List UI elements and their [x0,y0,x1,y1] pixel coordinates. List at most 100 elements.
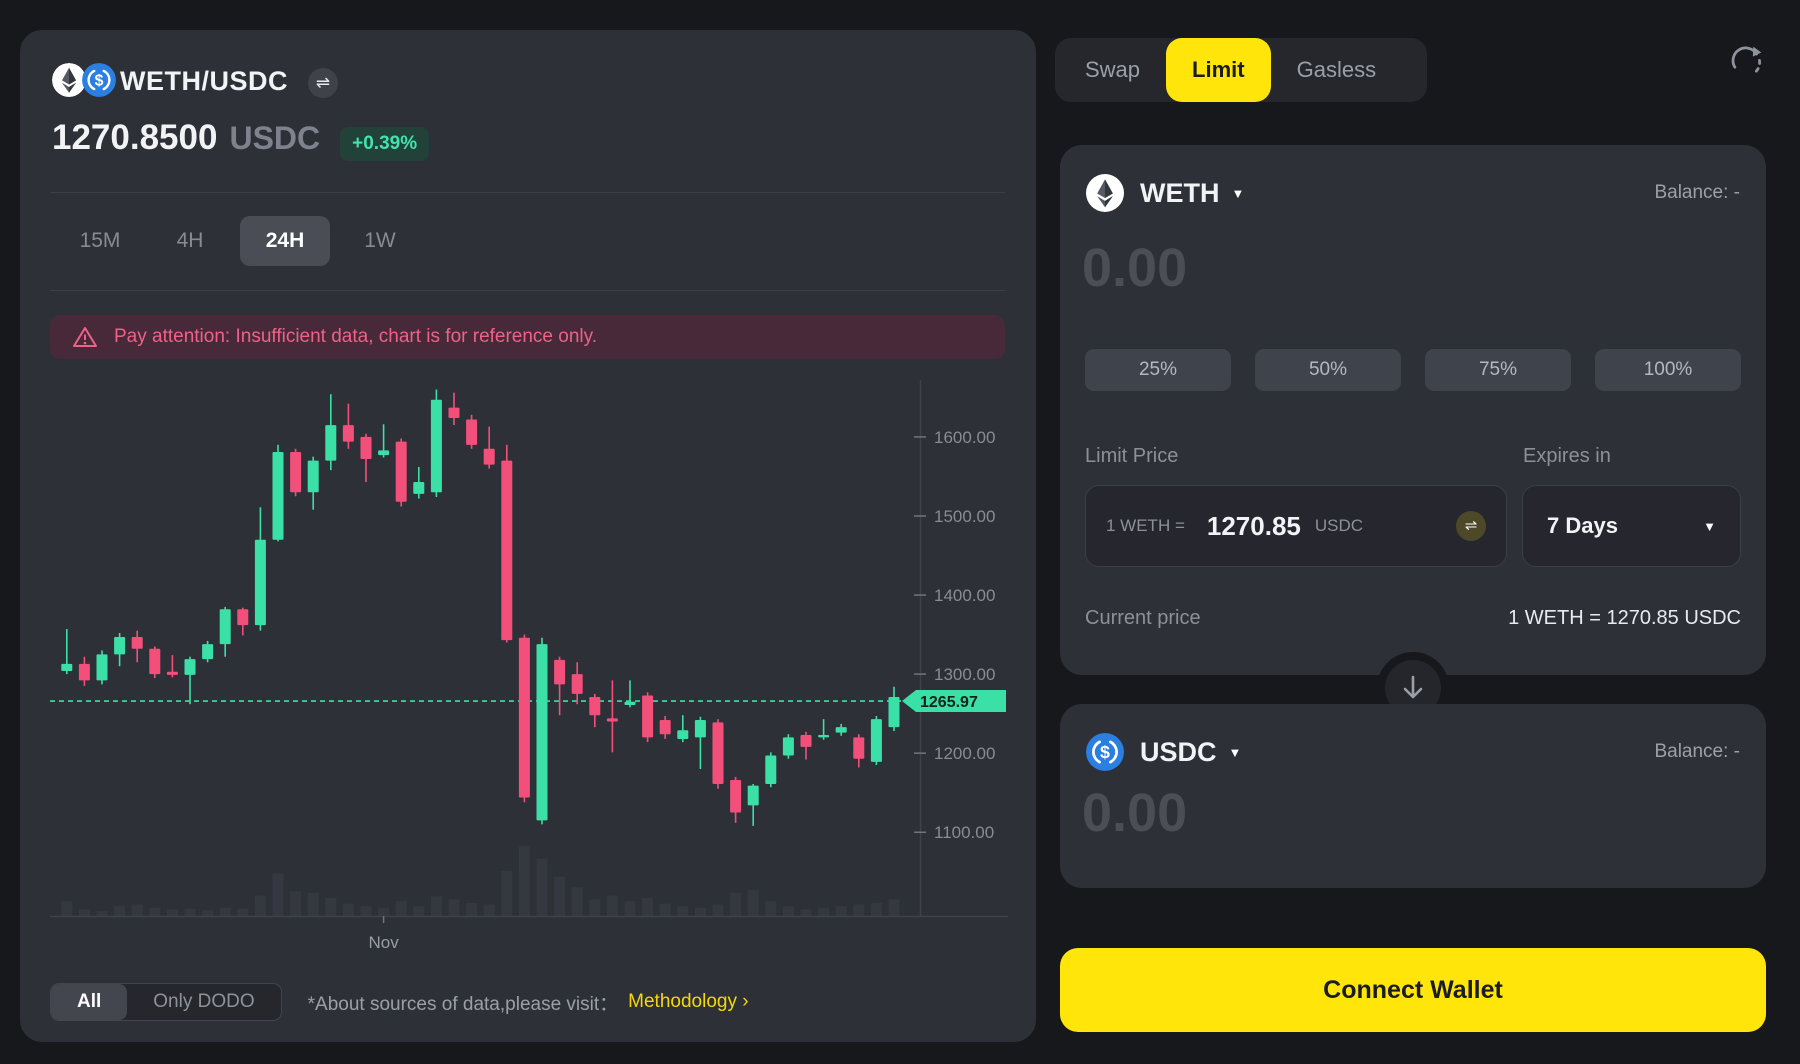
timeframe-4h[interactable]: 4H [176,229,204,252]
tab-limit[interactable]: Limit [1166,38,1271,102]
sell-token-card: WETH ▼ Balance: - 25% 50% 75% 100% Limit… [1060,145,1766,675]
volume-bar [219,907,231,916]
chevron-down-icon[interactable]: ▼ [1231,185,1245,201]
volume-bar [659,903,671,916]
usdc-token-icon: $ [82,63,116,97]
volume-bar [61,901,73,916]
volume-bar [166,909,178,916]
volume-bar [818,907,830,916]
expires-dropdown[interactable]: 7 Days ▼ [1522,485,1741,567]
candle-body [571,674,583,694]
percent-75-button[interactable]: 75% [1425,349,1571,391]
invert-price-icon[interactable]: ⇌ [1456,511,1486,541]
volume-bar [114,906,126,916]
volume-bar [149,907,161,916]
usdc-token-icon: $ [1086,733,1124,771]
candle-body [413,481,425,494]
volume-bar [554,876,566,916]
candle-body [606,718,618,722]
volume-bar [131,904,143,916]
candle-body [307,460,319,493]
buy-balance: Balance: - [1654,741,1740,762]
timeframe-1w[interactable]: 1W [364,229,396,252]
volume-bar [870,902,882,916]
candle-body [395,441,407,502]
connect-wallet-button[interactable]: Connect Wallet [1060,948,1766,1032]
volume-bar [642,897,654,916]
volume-bar [835,906,847,916]
volume-bar [694,907,706,916]
limit-price-label: Limit Price [1085,445,1179,467]
tab-swap[interactable]: Swap [1085,57,1141,82]
candlestick-chart[interactable]: 1600.00 1500.00 1400.00 1300.00 1200.00 1100.… [50,380,1015,980]
volume-bar [747,889,759,916]
volume-bar [360,906,372,916]
sell-amount-input[interactable] [1082,237,1502,299]
volume-bar [378,907,390,916]
candle-body [818,734,830,738]
source-option-only-dodo[interactable]: Only DODO [153,991,255,1012]
candle-body [870,719,882,762]
warning-text: Pay attention: Insufficient data, chart … [114,326,598,347]
volume-bar [290,891,302,916]
volume-bar [395,901,407,916]
expires-in-label: Expires in [1523,445,1611,467]
candle-body [888,697,900,728]
candle-body [659,719,671,735]
candle-body [624,701,636,705]
candle-body [325,425,337,461]
candle-body [642,695,654,738]
volume-bar [800,909,812,916]
pair-swap-icon[interactable]: ⇌ [308,68,338,98]
buy-token-selector[interactable]: USDC [1140,736,1217,767]
x-tick-label: Nov [368,933,399,952]
source-option-all[interactable]: All [51,984,128,1020]
candle-body [114,636,126,655]
volume-bar [677,906,689,916]
svg-text:$: $ [95,72,104,89]
candle-body [342,425,354,442]
candle-body [430,399,442,493]
percent-100-button[interactable]: 100% [1595,349,1741,391]
chevron-down-icon[interactable]: ▼ [1228,744,1242,760]
current-price-row: Current price 1 WETH = 1270.85 USDC [1085,607,1741,630]
timeframe-15m[interactable]: 15M [79,229,121,252]
arrow-down-icon [1403,675,1423,699]
volume-bar [624,901,636,916]
candle-body [677,730,689,739]
candle-body [694,719,706,738]
volume-bar [765,901,777,916]
current-price-value: 1 WETH = 1270.85 USDC [1508,607,1741,629]
candle-body [483,448,495,465]
buy-amount-input[interactable] [1082,782,1502,844]
tab-gasless[interactable]: Gasless [1296,57,1377,82]
timeframe-tabs: 15M 4H 24H 1W [60,216,420,266]
refresh-icon[interactable] [1728,44,1766,82]
candle-body [765,755,777,785]
sell-token-selector[interactable]: WETH [1140,177,1220,208]
limit-price-value[interactable]: 1270.85 [1206,510,1301,541]
candle-body [219,609,231,645]
volume-bar [413,906,425,916]
timeframe-24h[interactable]: 24H [240,216,330,266]
sell-token-row: WETH ▼ Balance: - [1086,173,1740,213]
limit-price-input[interactable]: 1 WETH = 1270.85 USDC ⇌ [1085,485,1507,567]
volume-bar [853,904,865,916]
current-price-tag-label: 1265.97 [920,694,978,711]
volume-bar [589,899,601,916]
candle-body [712,722,724,785]
candle-body [589,697,601,716]
data-source-note: *About sources of data,please visit： [307,993,619,1015]
candle-body [61,663,73,671]
candle-body [184,659,196,675]
percent-50-button[interactable]: 50% [1255,349,1401,391]
percent-25-button[interactable]: 25% [1085,349,1231,391]
candle-body [466,419,478,445]
volume-bar [430,896,442,916]
source-toggle: All Only DODO [50,983,282,1021]
methodology-link[interactable]: Methodology › [628,991,749,1012]
candle-body [149,648,161,675]
buy-token-card: $ USDC ▼ Balance: - [1060,704,1766,888]
candle-body [272,451,284,540]
candle-body [166,671,178,675]
